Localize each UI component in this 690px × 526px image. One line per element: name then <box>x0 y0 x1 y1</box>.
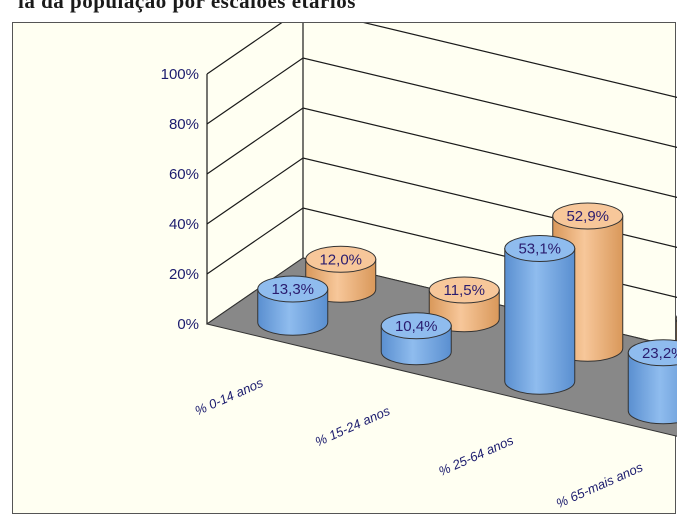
bar-top <box>380 312 452 340</box>
bar-body <box>627 352 677 425</box>
bar-top <box>257 275 329 303</box>
bar-nut3-2: 53,1% <box>504 235 576 395</box>
y-tick-label: 20% <box>169 266 199 283</box>
data-label: 11,5% <box>444 282 485 299</box>
data-label: 12,0% <box>319 251 362 268</box>
data-label: 13,3% <box>271 281 314 298</box>
y-tick-label: 0% <box>177 316 199 333</box>
gridline <box>206 23 677 98</box>
x-category-label: % 15-24 anos <box>313 403 393 450</box>
bar-top <box>675 315 677 323</box>
bar-body <box>504 248 576 395</box>
y-tick-label: 80% <box>169 116 199 133</box>
data-label: 10,4% <box>395 318 438 335</box>
bar-nut3-3: 23,2% <box>627 339 677 425</box>
gridline <box>206 57 677 148</box>
y-tick-label: 100% <box>161 66 199 83</box>
page-title: ia da população por escalões etários <box>18 0 356 13</box>
bar-top <box>627 339 677 367</box>
data-label: 23,2% <box>642 345 677 362</box>
x-category-label: % 25-64 anos <box>436 432 516 479</box>
bar-top <box>428 276 500 304</box>
bar-nut3-0: 13,3% <box>257 275 329 336</box>
chart-frame: 12,0%11,5%52,9%23,6%13,3%10,4%53,1%23,2%… <box>12 22 677 514</box>
bar-top <box>305 245 377 273</box>
data-label: 53,1% <box>518 241 561 258</box>
x-category-label: % 0-14 anos <box>193 375 266 419</box>
bar-top <box>552 202 624 230</box>
y-tick-label: 60% <box>169 166 199 183</box>
data-label: 52,9% <box>566 208 609 225</box>
x-category-label: % 65-mais anos <box>554 459 646 511</box>
y-tick-label: 40% <box>169 216 199 233</box>
bar-nut3-1: 10,4% <box>380 312 452 366</box>
title-strip: ia da população por escalões etários <box>0 0 690 14</box>
bar-chart: 12,0%11,5%52,9%23,6%13,3%10,4%53,1%23,2%… <box>161 23 677 511</box>
bar-top <box>504 235 576 262</box>
